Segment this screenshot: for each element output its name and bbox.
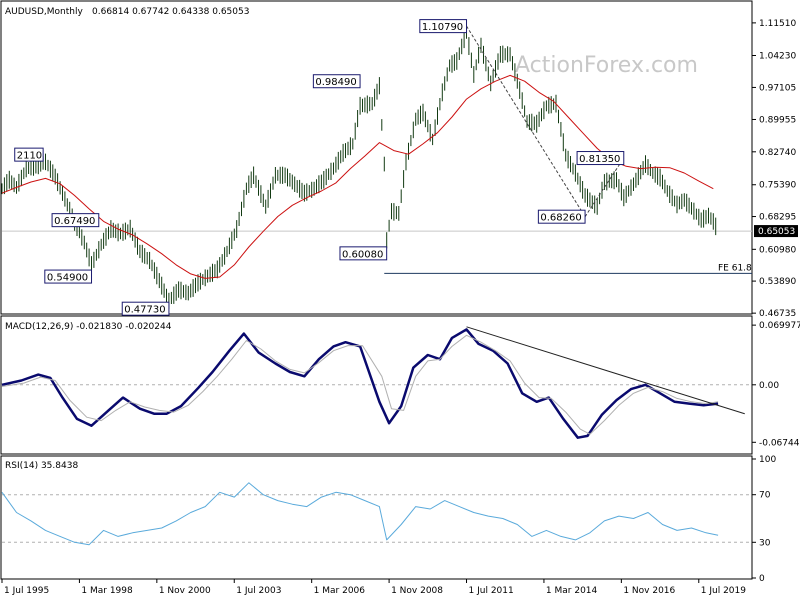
x-tick-label: 1 Mar 2006	[314, 586, 366, 596]
price-annotation-label: 0.60080	[342, 249, 383, 260]
price-series-group	[1, 25, 717, 309]
price-annotation-label: 0.68260	[540, 213, 581, 224]
rsi-y-tick-label: 70	[759, 491, 771, 501]
price-annotation-box	[576, 151, 625, 166]
rsi-series-group	[1, 482, 719, 546]
price-annotation-box	[51, 213, 100, 228]
rsi-y-tick-label: 30	[759, 538, 771, 548]
price-annotation-0: 1.10790	[419, 19, 468, 34]
price-annotation-label: 0.54900	[47, 273, 88, 284]
price-series-line-0	[1, 74, 714, 279]
price-annotation-label: 2110	[17, 151, 42, 162]
rsi-grid	[2, 494, 752, 543]
current-price-tag-bg	[754, 225, 798, 238]
rsi-panel-title: RSI(14) 35.8438	[5, 461, 78, 471]
price-annotation-6: 0.60080	[339, 246, 388, 261]
price-y-tick-label: 0.60980	[759, 245, 796, 255]
price-annotation-1: 0.98490	[312, 74, 361, 89]
current-price-tag-label: 0.65053	[758, 227, 795, 237]
price-annotation-label: 0.47730	[124, 305, 165, 316]
fe-level-label: FE 61.8	[718, 263, 752, 273]
current-price-tag: 0.65053	[754, 225, 798, 238]
price-y-tick-label: 0.68295	[759, 213, 796, 223]
macd-trend-line-0	[466, 326, 745, 415]
x-tick-label: 1 Jul 2019	[701, 586, 746, 596]
price-annotation-label: 0.81350	[579, 154, 620, 165]
price-panel-title: AUDUSD,Monthly	[5, 7, 83, 17]
price-trend-line-1	[584, 157, 625, 217]
price-ohlc-readout: 0.66814 0.67742 0.64338 0.65053	[92, 7, 249, 17]
price-y-tick-label: 1.04230	[759, 52, 796, 62]
price-annotation-box	[312, 74, 361, 89]
price-y-tick-label: 0.97105	[759, 83, 796, 93]
price-annotation-box	[121, 301, 170, 316]
price-annotation-box	[44, 269, 93, 284]
price-grid	[2, 230, 752, 274]
x-tick-label: 1 Nov 2000	[159, 586, 211, 596]
price-y-tick-label: 0.75390	[759, 181, 796, 191]
price-y-tick-label: 0.82740	[759, 148, 796, 158]
macd-panel-title: MACD(12,26,9) -0.021830 -0.020244	[5, 322, 172, 332]
price-annotations: FE 61.8 1.10790 0.98490 0.81350 2110 0.67490 0…	[14, 19, 752, 316]
price-annotation-box	[419, 19, 468, 34]
rsi-y-tick-label: 0	[759, 574, 765, 584]
price-annotation-4: 0.67490	[51, 213, 100, 228]
rsi-series-line-0	[1, 482, 719, 546]
price-y-tick-label: 0.53890	[759, 277, 796, 287]
x-tick-label: 1 Jul 2003	[236, 586, 281, 596]
x-axis-ticks: 1 Jul 1995 1 Mar 1998 1 Nov 2000 1 Jul 2003…	[1, 579, 746, 596]
rsi-panel-frame	[0, 455, 753, 580]
macd-y-tick-label: 0.069977	[759, 321, 800, 331]
price-y-tick-label: 0.46735	[759, 309, 796, 319]
macd-series-line-0	[1, 328, 719, 439]
price-annotation-2: 0.81350	[576, 151, 625, 166]
x-tick-label: 1 Mar 2014	[546, 586, 598, 596]
x-tick-label: 1 Nov 2008	[391, 586, 443, 596]
price-annotation-label: 0.67490	[54, 216, 95, 227]
rsi-y-tick-label: 100	[759, 455, 776, 465]
x-tick-label: 1 Jul 2011	[469, 586, 514, 596]
x-tick-label: 1 Nov 2016	[623, 586, 675, 596]
price-annotation-label: 0.98490	[315, 77, 356, 88]
watermark: ActionForex.com	[515, 53, 698, 78]
macd-series-group	[1, 326, 745, 439]
price-annotation-3: 2110	[14, 147, 44, 162]
price-annotation-box	[339, 246, 388, 261]
price-trend-line-0	[466, 25, 586, 217]
price-annotation-box	[14, 147, 44, 162]
price-annotation-label: 1.10790	[422, 22, 463, 33]
macd-series-line-1	[1, 334, 719, 435]
macd-y-tick-label: -0.067448	[759, 438, 800, 448]
price-panel-frame	[0, 0, 753, 315]
y-axis-ticks: 1.11510 1.04230 0.97105 0.89955 0.82740 0.753…	[752, 19, 800, 584]
price-annotation-8: 0.47730	[121, 301, 170, 316]
macd-y-tick-label: 0.00	[759, 381, 779, 391]
price-annotation-box	[537, 209, 586, 224]
price-annotation-5: 0.68260	[537, 209, 586, 224]
x-tick-label: 1 Jul 1995	[4, 586, 49, 596]
price-y-tick-label: 1.11510	[759, 19, 796, 29]
price-annotation-7: 0.54900	[44, 269, 93, 284]
price-y-tick-label: 0.89955	[759, 115, 796, 125]
x-tick-label: 1 Mar 1998	[81, 586, 133, 596]
